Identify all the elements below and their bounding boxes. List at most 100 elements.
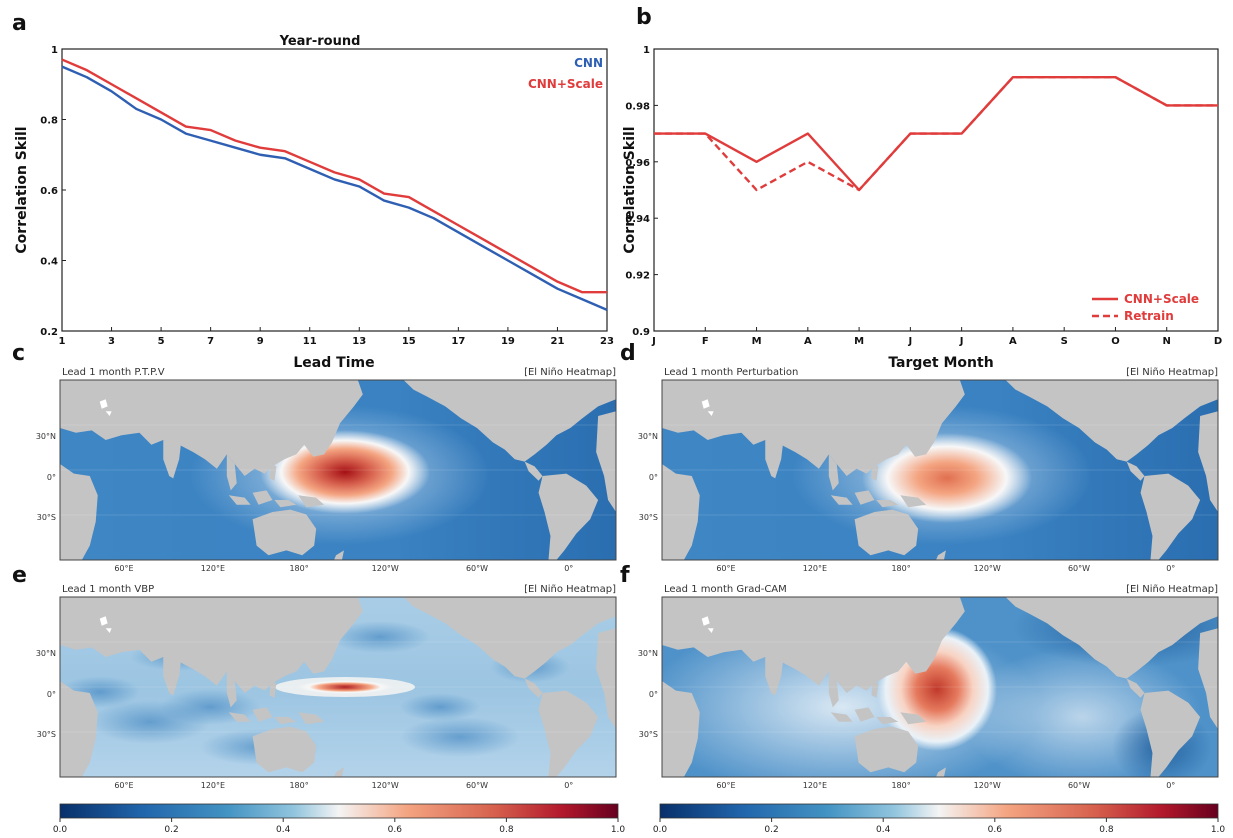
colorbar-tick: 0.2 (764, 825, 778, 835)
map-lat-label: 0° (649, 690, 658, 699)
chart-b-xtick: S (1061, 336, 1068, 347)
chart-b-ytick: 0.98 (625, 101, 650, 112)
map-frame (661, 596, 1219, 778)
legend-b-cnn-scale: CNN+Scale (1124, 292, 1199, 306)
chart-b-xtick: J (907, 336, 912, 347)
map-lat-label: 30°S (37, 730, 56, 739)
map-lon-label: 180° (289, 564, 308, 573)
chart-a-xtick: 13 (352, 336, 366, 347)
map-lon-label: 60°E (716, 781, 735, 790)
map-lon-label: 60°E (716, 564, 735, 573)
chart-b-xtick: M (854, 336, 864, 347)
chart-b-xtick: J (959, 336, 964, 347)
map-lat-label: 0° (649, 473, 658, 482)
map-lat-label: 30°S (639, 730, 658, 739)
map-lat-label: 30°S (639, 513, 658, 522)
map-lat-label: 30°N (36, 432, 56, 441)
colorbar-tick: 0.6 (988, 825, 1003, 835)
heatmap-field (60, 597, 616, 777)
map-lat-label: 30°N (638, 649, 658, 658)
chart-a-xlabel: Lead Time (293, 355, 374, 371)
heatmap-field (60, 380, 616, 560)
chart-a-title: Year-round (279, 34, 361, 49)
map-panel-c: c Lead 1 month P.T.P.V [El Niño Heatmap] 30… (12, 341, 617, 573)
map-frame (59, 596, 617, 778)
map-lon-label: 180° (891, 564, 910, 573)
panel-label-a: a (12, 11, 27, 36)
map-panel-f: f Lead 1 month Grad-CAM [El Niño Heatmap] 3… (620, 563, 1219, 790)
chart-b-ytick: 0.9 (632, 327, 650, 338)
map-lon-label: 120°W (372, 781, 399, 790)
chart-a-xtick: 15 (402, 336, 416, 347)
panel-label-e: e (12, 563, 27, 588)
heatmap-field (662, 597, 1218, 777)
colorbar-tick: 1.0 (1211, 825, 1226, 835)
chart-a-ylabel: Correlation Skill (14, 126, 30, 253)
colorbar-tick: 0.4 (276, 825, 291, 835)
map-frame (661, 379, 1219, 561)
map-tag: [El Niño Heatmap] (1126, 367, 1218, 378)
map-lon-label: 180° (891, 781, 910, 790)
map-lon-label: 120°W (372, 564, 399, 573)
chart-b-ytick: 0.92 (625, 271, 650, 282)
map-lon-label: 60°W (466, 564, 488, 573)
chart-b-xtick: M (752, 336, 762, 347)
panel-label-d: d (620, 341, 636, 366)
chart-a-xtick: 7 (207, 336, 214, 347)
panel-label-f: f (620, 563, 630, 588)
chart-b-series-cnn-scale (654, 75, 1218, 192)
map-lon-label: 0° (1166, 564, 1175, 573)
map-lon-label: 120°E (201, 564, 225, 573)
map-lat-label: 30°N (638, 432, 658, 441)
map-lat-label: 0° (47, 690, 56, 699)
map-lon-label: 0° (564, 781, 573, 790)
chart-a-ytick: 0.2 (40, 327, 58, 338)
map-lon-label: 60°W (466, 781, 488, 790)
map-lat-label: 30°N (36, 649, 56, 658)
chart-b-xtick: J (651, 336, 656, 347)
map-lon-label: 120°W (974, 564, 1001, 573)
map-lat-label: 0° (47, 473, 56, 482)
chart-a-xtick: 17 (451, 336, 465, 347)
chart-a-xtick: 21 (550, 336, 564, 347)
colorbar-tick: 0.2 (164, 825, 178, 835)
legend-cnn-scale: CNN+Scale (528, 77, 603, 91)
chart-b-ytick: 1 (643, 45, 650, 56)
chart-b-xtick: A (1009, 336, 1017, 347)
chart-a-frame (61, 48, 608, 332)
colorbar-tick: 0.4 (876, 825, 891, 835)
colorbar-tick: 1.0 (611, 825, 626, 835)
map-lon-label: 120°E (803, 564, 827, 573)
colorbar-tick: 0.0 (653, 825, 668, 835)
panel-label-c: c (12, 341, 25, 366)
chart-b: J F M A M J J A S O N D 0.9 0.92 0.94 0.96 0.98 1 (625, 45, 1222, 347)
chart-a-xtick: 11 (303, 336, 317, 347)
map-lon-label: 120°E (201, 781, 225, 790)
map-lon-label: 60°W (1068, 781, 1090, 790)
chart-b-xtick: N (1163, 336, 1171, 347)
chart-a-series-cnn-scale (61, 58, 607, 294)
map-lon-label: 0° (1166, 781, 1175, 790)
chart-a-xtick: 9 (257, 336, 264, 347)
chart-b-xtick: D (1214, 336, 1222, 347)
map-lon-label: 0° (564, 564, 573, 573)
chart-a-xtick: 1 (59, 336, 66, 347)
chart-a-xtick: 5 (158, 336, 165, 347)
heatmap-field (662, 380, 1218, 560)
map-title: Lead 1 month Perturbation (664, 367, 798, 378)
colorbar-tick: 0.6 (388, 825, 403, 835)
colorbar-tick: 0.8 (499, 825, 514, 835)
chart-b-ytick: 0.96 (625, 158, 650, 169)
chart-b-xlabel: Target Month (888, 355, 993, 371)
chart-b-ylabel: Correlation Skill (622, 126, 638, 253)
chart-a-xtick: 19 (501, 336, 515, 347)
chart-a-xtick: 3 (108, 336, 115, 347)
chart-a-ytick: 0.8 (40, 116, 58, 127)
chart-a-ytick: 0.6 (40, 186, 58, 197)
chart-a-ytick: 0.4 (40, 257, 58, 268)
map-tag: [El Niño Heatmap] (524, 367, 616, 378)
map-panels: c Lead 1 month P.T.P.V [El Niño Heatmap] 30… (12, 341, 1219, 790)
map-lon-label: 120°W (974, 781, 1001, 790)
chart-b-xtick: O (1111, 336, 1120, 347)
